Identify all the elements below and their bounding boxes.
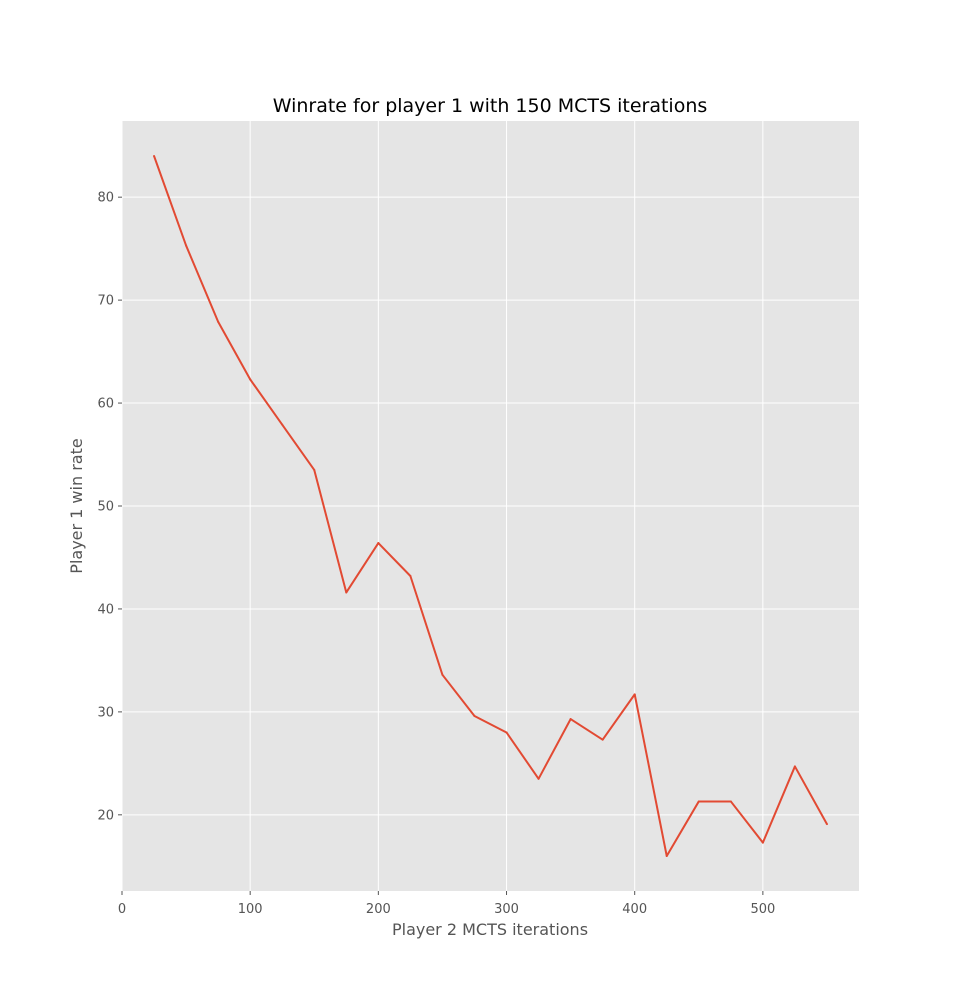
data-point <box>601 738 604 741</box>
chart-title: Winrate for player 1 with 150 MCTS itera… <box>273 95 708 117</box>
y-tick-label: 70 <box>97 294 114 309</box>
x-tick-label: 0 <box>118 902 126 917</box>
data-point <box>761 841 764 844</box>
data-point <box>793 765 796 768</box>
y-tick-label: 20 <box>97 808 114 823</box>
data-point <box>185 244 188 247</box>
x-tick-label: 100 <box>238 902 263 917</box>
x-axis-label: Player 2 MCTS iterations <box>392 920 588 939</box>
data-point <box>825 823 828 826</box>
y-tick-label: 30 <box>97 705 114 720</box>
data-point <box>569 718 572 721</box>
series-line <box>153 155 828 857</box>
y-tick-label: 80 <box>97 191 114 206</box>
y-axis-label: Player 1 win rate <box>67 438 86 573</box>
y-tick-label: 40 <box>97 602 114 617</box>
data-point <box>697 800 700 803</box>
data-point <box>217 320 220 323</box>
data-point <box>665 855 668 857</box>
data-point <box>313 468 316 471</box>
y-tick-label: 50 <box>97 500 114 515</box>
ticks-layer: 0 100 200 300 400 500 20 30 40 50 60 70 80 <box>97 191 775 917</box>
data-point <box>505 731 508 734</box>
data-point <box>281 423 284 426</box>
data-point <box>153 155 156 157</box>
data-point <box>729 800 732 803</box>
grid <box>121 121 859 891</box>
data-point <box>441 673 444 676</box>
data-point <box>249 378 252 381</box>
data-point <box>633 693 636 696</box>
data-point <box>377 542 380 545</box>
data-point <box>537 777 540 780</box>
data-point <box>473 715 476 717</box>
x-tick-label: 300 <box>494 902 519 917</box>
data-point <box>409 575 412 577</box>
x-tick-label: 400 <box>622 902 647 917</box>
series-layer <box>153 155 828 857</box>
x-tick-label: 200 <box>366 902 391 917</box>
y-tick-label: 60 <box>97 397 114 412</box>
data-point <box>345 591 348 594</box>
x-tick-label: 500 <box>750 902 775 917</box>
